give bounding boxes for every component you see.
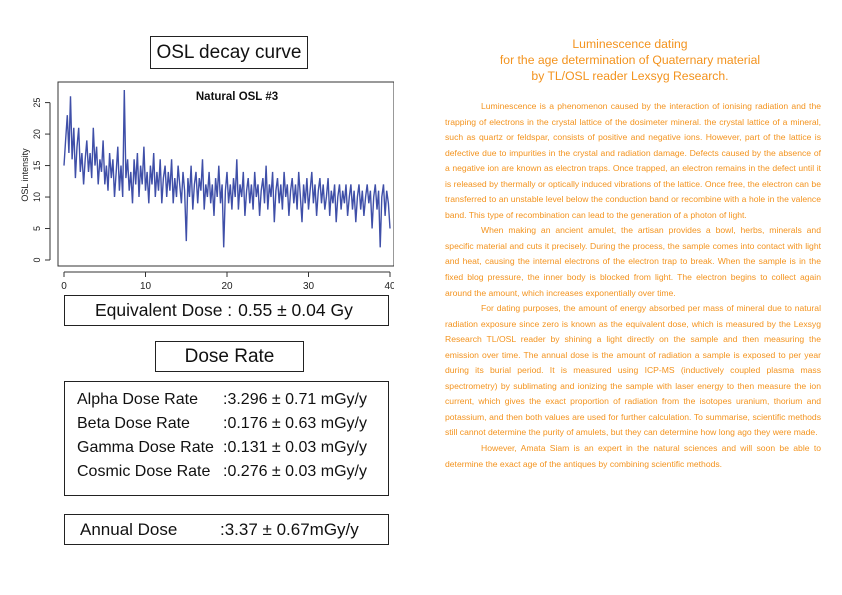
- dose-rate-value: :0.176 ± 0.63 mGy/y: [223, 415, 367, 432]
- dose-rate-label: Alpha Dose Rate: [77, 391, 198, 408]
- article-title-line: for the age determination of Quaternary …: [499, 53, 761, 67]
- osl-chart-svg: 0 5 10 15 20 25 0 10 20 30 40 OSL intensity Natural …: [20, 81, 396, 292]
- x-tick-label: 10: [140, 281, 152, 292]
- chart-title-box: OSL decay curve: [150, 36, 308, 69]
- x-tick-label: 30: [303, 281, 315, 292]
- y-tick-label: 20: [32, 129, 42, 139]
- x-tick-label: 40: [384, 281, 394, 292]
- osl-chart: 0 5 10 15 20 25 0 10 20 30 40 OSL intensity Natural …: [14, 80, 396, 300]
- article-paragraph: For dating purposes, the amount of energ…: [445, 303, 821, 438]
- dose-rate-title-box: Dose Rate: [155, 341, 304, 372]
- annual-dose-label: Annual Dose: [80, 520, 178, 539]
- article-title-line: Luminescence dating: [572, 37, 688, 51]
- chart-box-title: OSL decay curve: [156, 41, 302, 63]
- article-title: Luminescence dating for the age determin…: [440, 36, 820, 84]
- chart-title: Natural OSL #3: [196, 91, 278, 103]
- dose-rate-table: Alpha Dose Rate :3.296 ± 0.71 mGy/y Beta…: [64, 381, 389, 496]
- article-paragraph: Luminescence is a phenomenon caused by t…: [445, 101, 821, 220]
- dose-rate-label: Beta Dose Rate: [77, 415, 190, 432]
- y-tick-label: 5: [32, 226, 42, 231]
- y-tick-label: 25: [32, 98, 42, 108]
- y-tick-label: 0: [32, 257, 42, 262]
- dose-rate-value: :0.131 ± 0.03 mGy/y: [223, 439, 367, 456]
- y-tick-label: 15: [32, 161, 42, 171]
- article-title-line: by TL/OSL reader Lexsyg Research.: [531, 69, 729, 83]
- x-tick-label: 0: [61, 281, 67, 292]
- dose-rate-row-beta: Beta Dose Rate :0.176 ± 0.63 mGy/y: [77, 415, 367, 433]
- dose-rate-row-gamma: Gamma Dose Rate :0.131 ± 0.03 mGy/y: [77, 439, 367, 457]
- dose-rate-row-alpha: Alpha Dose Rate :3.296 ± 0.71 mGy/y: [77, 391, 367, 409]
- y-axis-label: OSL intensity: [20, 148, 30, 202]
- annual-dose-box: Annual Dose :3.37 ± 0.67mGy/y: [64, 514, 389, 545]
- dose-rate-value: :3.296 ± 0.71 mGy/y: [223, 391, 367, 408]
- article-paragraph: When making an ancient amulet, the artis…: [445, 225, 821, 298]
- annual-dose-value: :3.37 ± 0.67mGy/y: [220, 520, 359, 539]
- equivalent-dose-value: 0.55 ± 0.04 Gy: [238, 300, 353, 320]
- dose-rate-title: Dose Rate: [184, 345, 275, 367]
- equivalent-dose-label: Equivalent Dose :: [95, 300, 233, 320]
- dose-rate-value: :0.276 ± 0.03 mGy/y: [223, 463, 367, 480]
- article-paragraph: However, Amata Siam is an expert in the …: [445, 443, 821, 469]
- dose-rate-label: Gamma Dose Rate: [77, 439, 214, 456]
- y-tick-label: 10: [32, 192, 42, 202]
- osl-series-line: [63, 89, 391, 248]
- dose-rate-row-cosmic: Cosmic Dose Rate :0.276 ± 0.03 mGy/y: [77, 463, 367, 481]
- dose-rate-label: Cosmic Dose Rate: [77, 463, 211, 480]
- equivalent-dose-box: Equivalent Dose : 0.55 ± 0.04 Gy: [64, 295, 389, 326]
- x-tick-label: 20: [221, 281, 233, 292]
- article-body: Luminescence is a phenomenon caused by t…: [445, 99, 821, 472]
